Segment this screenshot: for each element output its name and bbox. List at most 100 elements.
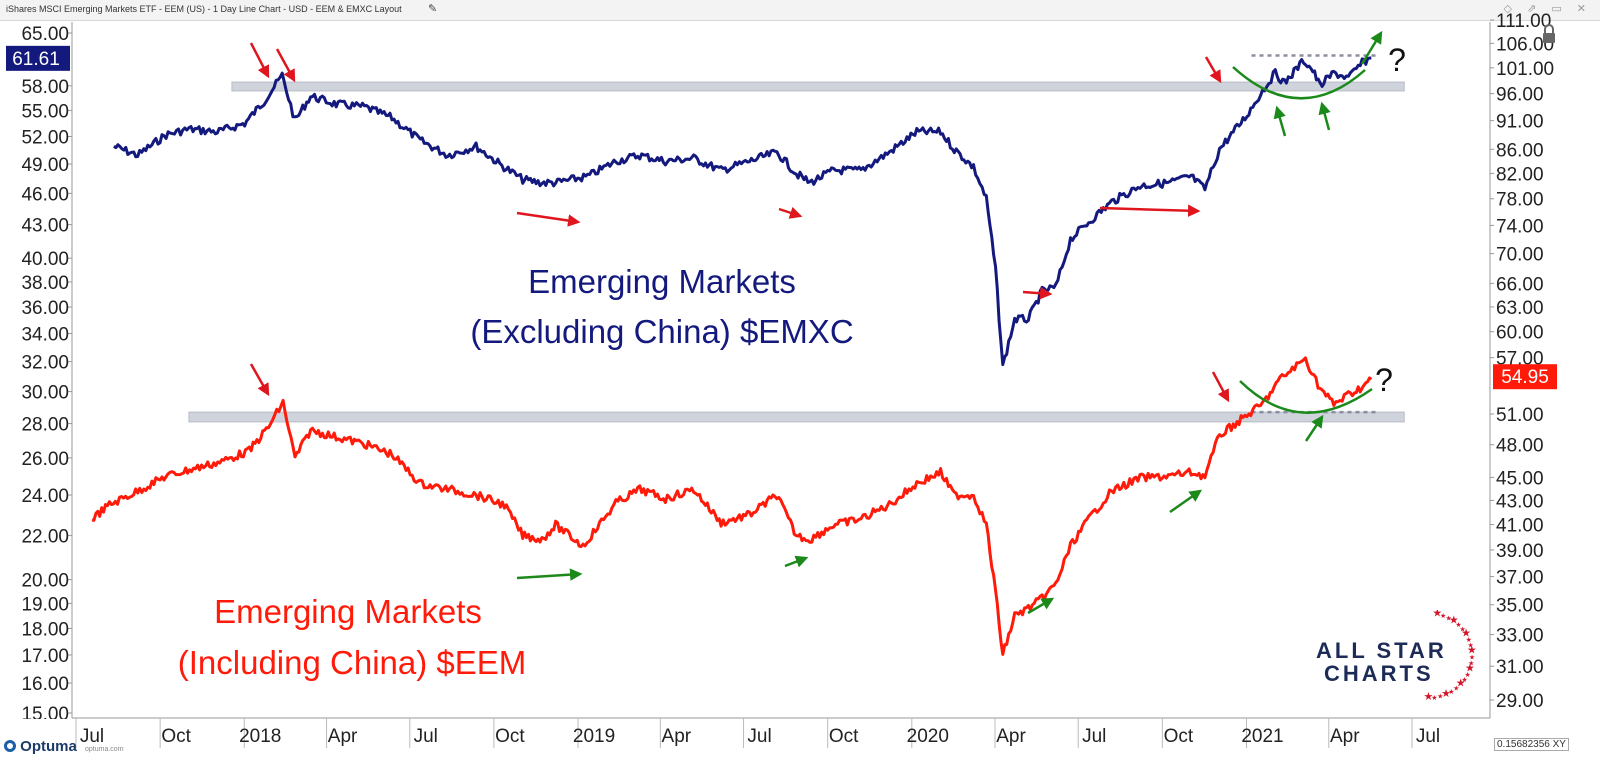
question-mark-annotation: ? [1375,362,1393,398]
annotation-arrow-red [249,42,270,79]
right-axis-label: 35.00 [1496,596,1544,617]
right-axis-label: 37.00 [1496,568,1544,589]
annotation-arrow-green [1273,105,1287,137]
annotation-arrow-red [249,363,270,397]
logo-star: ★ [1440,612,1446,620]
left-axis-label: 18.00 [21,619,69,640]
logo-star: ★ [1448,688,1454,696]
logo-star: ★ [1455,621,1461,629]
right-axis-label: 39.00 [1496,541,1544,562]
annotation-arrow-green [516,568,583,581]
logo-star: ★ [1431,694,1437,702]
logo-star: ★ [1461,676,1467,684]
left-axis-last-value: 61.61 [12,49,60,70]
edit-pencil-icon[interactable]: ✎ [428,3,438,15]
axis-lock[interactable] [1543,24,1555,43]
time-axis-label: 2020 [907,726,949,747]
annotation-arrow-green [1027,597,1055,615]
left-axis-label: 26.00 [21,449,69,470]
cursor-readout: 0.15682356 XY [1494,738,1569,751]
left-axis-label: 17.00 [21,646,69,667]
left-axis-label: 38.00 [21,273,69,294]
time-axis-label: Jul [747,726,771,747]
left-axis-label: 19.00 [21,594,69,615]
left-axis-label: 65.00 [21,24,69,45]
time-axis-label: Jul [1416,726,1440,747]
left-axis-label: 46.00 [21,184,69,205]
resistance-bands [188,81,1405,423]
logo-star: ★ [1453,685,1459,693]
window-title: iShares MSCI Emerging Markets ETF - EEM … [6,4,402,14]
series-annotation: (Including China) $EEM [178,644,527,681]
base-arc-eem [1239,380,1373,414]
right-axis-label: 51.00 [1496,405,1544,426]
left-axis-label: 40.00 [21,249,69,270]
time-axis-label: Oct [829,726,859,747]
left-axis-label: 36.00 [21,298,69,319]
annotation-arrow-red [275,48,296,83]
annotation-arrow-red [778,206,803,219]
time-axis-label: Oct [495,726,525,747]
right-axis-last-value: 54.95 [1501,367,1549,388]
left-axis-label: 32.00 [21,353,69,374]
right-axis-label: 70.00 [1496,245,1544,266]
time-axis-label: Apr [328,726,358,747]
right-axis-label: 45.00 [1496,468,1544,489]
logo-star: ★ [1468,659,1474,667]
annotation-arrow-green [1304,414,1324,442]
logo-text: ALL STAR [1316,638,1447,663]
left-axis-label: 16.00 [21,674,69,695]
left-axis-label: 58.00 [21,77,69,98]
time-axis-label: Jul [414,726,438,747]
left-axis-label: 55.00 [21,101,69,122]
logo-star: ★ [1441,687,1451,700]
left-axis-label: 34.00 [21,325,69,346]
logo-star: ★ [1456,677,1466,690]
logo-star: ★ [1423,690,1433,703]
left-axis-label: 28.00 [21,415,69,436]
time-axis-label: Jul [80,726,104,747]
optuma-brand[interactable]: Optuma optuma.com [4,738,124,755]
time-axis-label: Apr [662,726,692,747]
dotted-resistance-lines [1251,54,1376,414]
annotation-arrow-red [1022,287,1053,300]
logo-star: ★ [1449,613,1459,626]
window-controls[interactable]: ◇ ⇗ ▭ ✕ [1503,3,1592,15]
right-axis-label: 48.00 [1496,436,1544,457]
annotation-arrow-green [784,555,809,568]
annotation-arrows [249,30,1383,615]
series-annotation: (Excluding China) $EMXC [470,313,853,350]
logo-star: ★ [1467,644,1477,657]
title-bar: iShares MSCI Emerging Markets ETF - EEM … [0,0,1600,21]
right-axis-label: 41.00 [1496,516,1544,537]
optuma-brand-name: Optuma [20,738,77,755]
series-annotation: Emerging Markets [214,593,482,630]
right-axis-label: 33.00 [1496,626,1544,647]
logo-star: ★ [1466,636,1472,644]
price-lines [91,56,1373,656]
right-axis-label: 29.00 [1496,691,1544,712]
time-axis[interactable]: Jul Oct 2018 Apr Jul Oct 2019 Apr Jul Oct 2020 Apr J… [0,717,1600,753]
time-axis-label: 2021 [1241,726,1283,747]
right-axis-label: 91.00 [1496,112,1544,133]
resistance-band [188,411,1405,423]
annotation-arrow-red [1204,56,1222,84]
right-axis-label: 74.00 [1496,216,1544,237]
chart-annotations: Emerging Markets (Excluding China) $EMXC E… [178,42,1406,681]
time-axis-label: Oct [161,726,191,747]
all-star-charts-logo: ★ ★ ★ ★ ★ ★ ★ ★ ★ ★ ★ ★ ★ ★ ★ ★ ★ ★ ★ ★ ★ ★ ALL STAR CHARTS [1310,610,1490,710]
logo-star: ★ [1437,693,1443,701]
base-arc-emxc [1232,66,1366,100]
left-axis-label: 52.00 [21,127,69,148]
left-price-axis[interactable]: 65.00 61.61 58.00 55.00 52.00 49.00 46.00 43.00… [6,22,73,725]
time-axis-label: Jul [1082,726,1106,747]
base-arcs [1232,66,1373,414]
time-axis-label: Apr [1330,726,1360,747]
left-axis-label: 30.00 [21,383,69,404]
annotation-arrow-red [1099,204,1201,217]
series-annotation: Emerging Markets [528,263,796,300]
logo-star: ★ [1469,654,1475,662]
time-axis-background [0,719,1600,753]
